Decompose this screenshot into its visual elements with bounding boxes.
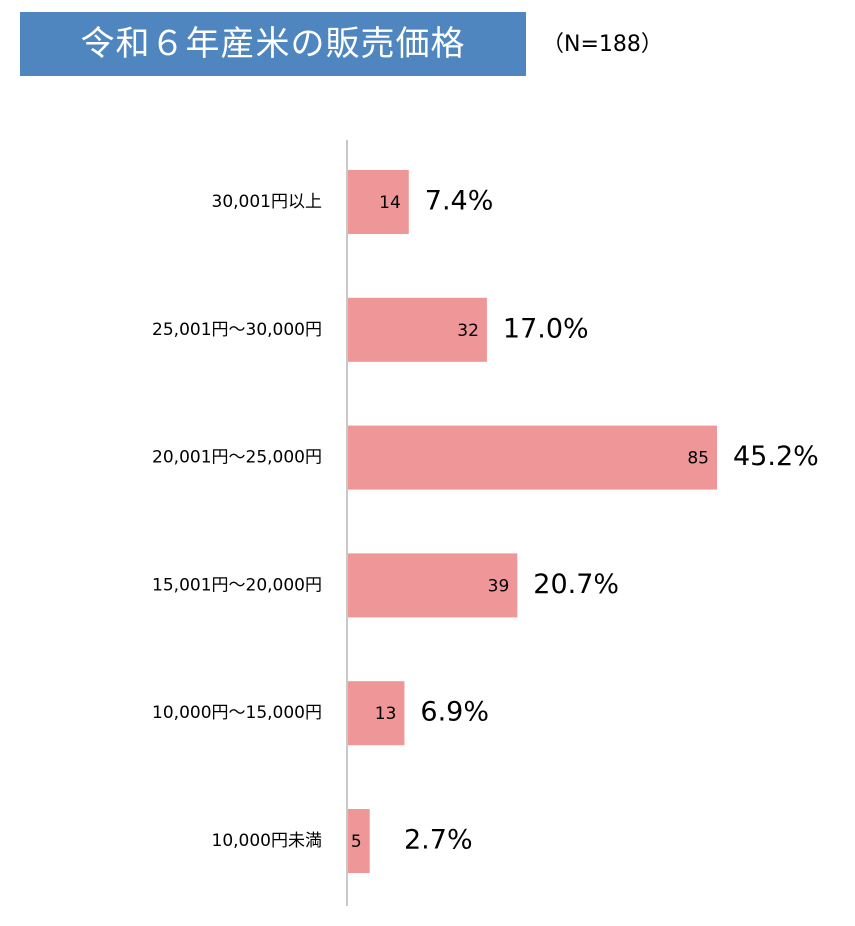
bar bbox=[348, 425, 717, 490]
bar bbox=[348, 809, 370, 873]
bar bbox=[348, 553, 518, 618]
chart-title: 令和６年産米の販売価格 bbox=[20, 12, 526, 76]
percent-label: 7.4% bbox=[425, 186, 494, 217]
category-label: 10,000円～15,000円 bbox=[152, 703, 322, 723]
bar bbox=[348, 297, 487, 362]
count-label: 14 bbox=[379, 193, 401, 213]
category-label: 30,001円以上 bbox=[212, 192, 322, 212]
sample-size-label: （N=188） bbox=[542, 32, 663, 57]
count-label: 13 bbox=[375, 704, 397, 724]
category-label: 15,001円～20,000円 bbox=[152, 575, 322, 595]
bar bbox=[348, 681, 405, 746]
category-label: 25,001円～30,000円 bbox=[152, 320, 322, 340]
percent-label: 45.2% bbox=[733, 441, 819, 472]
count-label: 5 bbox=[351, 832, 362, 852]
count-label: 85 bbox=[687, 449, 709, 469]
percent-label: 17.0% bbox=[503, 313, 589, 344]
category-label: 10,000円未満 bbox=[212, 831, 322, 851]
category-label: 20,001円～25,000円 bbox=[152, 448, 322, 468]
count-label: 39 bbox=[488, 576, 510, 596]
count-label: 32 bbox=[457, 321, 479, 341]
bar bbox=[348, 170, 409, 234]
chart-marks: 30,001円以上 14 7.4% 25,001円～30,000円 32 17.0% 20,… bbox=[152, 170, 819, 873]
percent-label: 20.7% bbox=[533, 569, 619, 600]
percent-label: 6.9% bbox=[420, 697, 489, 728]
percent-label: 2.7% bbox=[404, 825, 473, 856]
